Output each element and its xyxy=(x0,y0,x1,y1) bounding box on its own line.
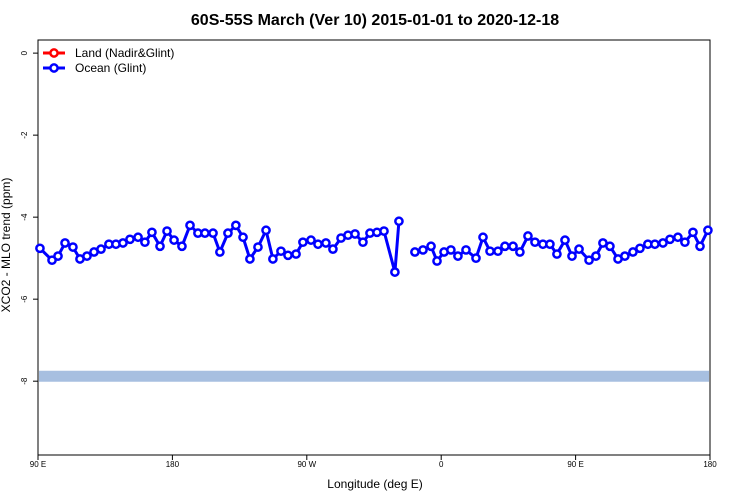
x-tick-label: 90 E xyxy=(567,460,583,469)
point xyxy=(530,237,540,248)
point xyxy=(453,251,463,261)
point xyxy=(155,241,165,252)
point xyxy=(515,247,525,257)
point xyxy=(478,232,488,243)
point xyxy=(118,238,128,248)
chart-title: 60S-55S March (Ver 10) 2015-01-01 to 202… xyxy=(191,12,559,29)
point xyxy=(162,226,172,236)
point xyxy=(245,254,255,264)
point xyxy=(688,227,698,238)
point xyxy=(306,235,316,245)
point xyxy=(358,237,368,248)
point xyxy=(552,249,562,259)
point xyxy=(432,256,442,266)
point xyxy=(695,241,705,252)
point xyxy=(276,246,286,257)
series-line xyxy=(38,221,401,273)
legend-label: Land (Nadir&Glint) xyxy=(75,46,174,60)
y-tick-label: -8 xyxy=(20,377,29,385)
point xyxy=(283,250,293,261)
point xyxy=(673,232,683,243)
legend-marker xyxy=(49,63,59,73)
point xyxy=(680,237,690,248)
point xyxy=(96,244,106,254)
point xyxy=(418,245,428,255)
point xyxy=(500,241,510,252)
point xyxy=(125,234,135,245)
point xyxy=(208,228,218,238)
point xyxy=(567,251,577,261)
point xyxy=(200,228,210,238)
legend-marker xyxy=(49,48,59,58)
point xyxy=(215,247,225,257)
point xyxy=(313,239,323,250)
point xyxy=(471,253,481,264)
y-tick-label: -4 xyxy=(20,213,29,221)
point xyxy=(426,241,436,252)
point xyxy=(628,247,638,257)
point xyxy=(35,243,45,254)
point xyxy=(53,251,63,261)
point xyxy=(298,237,308,248)
legend-label: Ocean (Glint) xyxy=(75,61,146,75)
point xyxy=(461,245,471,255)
x-tick-label: 180 xyxy=(166,460,180,469)
x-tick-label: 180 xyxy=(703,460,717,469)
x-axis-label: Longitude (deg E) xyxy=(327,477,422,491)
point xyxy=(584,255,594,266)
point xyxy=(493,246,503,257)
point xyxy=(140,237,150,248)
point xyxy=(703,225,713,236)
y-tick-label: -2 xyxy=(20,131,29,139)
point xyxy=(545,239,555,250)
point xyxy=(379,226,389,236)
point xyxy=(253,242,263,252)
point xyxy=(523,231,533,241)
point xyxy=(620,251,630,261)
point xyxy=(185,220,195,231)
point xyxy=(177,241,187,252)
point xyxy=(169,235,179,245)
point xyxy=(261,225,271,236)
point xyxy=(591,251,601,261)
point xyxy=(231,220,241,231)
point xyxy=(394,216,404,227)
point xyxy=(268,254,278,264)
point xyxy=(390,267,400,277)
point xyxy=(560,235,570,245)
point xyxy=(223,228,233,238)
point xyxy=(485,246,495,257)
point xyxy=(665,234,675,245)
y-tick-label: -6 xyxy=(20,295,29,303)
x-tick-label: 0 xyxy=(439,460,444,469)
point xyxy=(238,232,248,243)
point xyxy=(68,242,78,252)
point xyxy=(133,232,143,243)
point xyxy=(410,247,420,257)
point xyxy=(605,241,615,252)
point xyxy=(328,244,338,254)
point xyxy=(658,238,668,248)
point xyxy=(60,238,70,248)
point xyxy=(574,244,584,254)
point xyxy=(321,238,331,248)
y-axis-label: XCO2 - MLO trend (ppm) xyxy=(0,178,13,313)
point xyxy=(82,251,92,261)
point xyxy=(446,245,456,255)
x-tick-label: 90 W xyxy=(297,460,316,469)
x-tick-label: 90 E xyxy=(30,460,46,469)
y-tick-label: 0 xyxy=(20,50,29,55)
point xyxy=(508,241,518,252)
point xyxy=(650,239,660,250)
point xyxy=(147,227,157,238)
point xyxy=(635,243,645,254)
point xyxy=(291,249,301,259)
point xyxy=(350,229,360,239)
